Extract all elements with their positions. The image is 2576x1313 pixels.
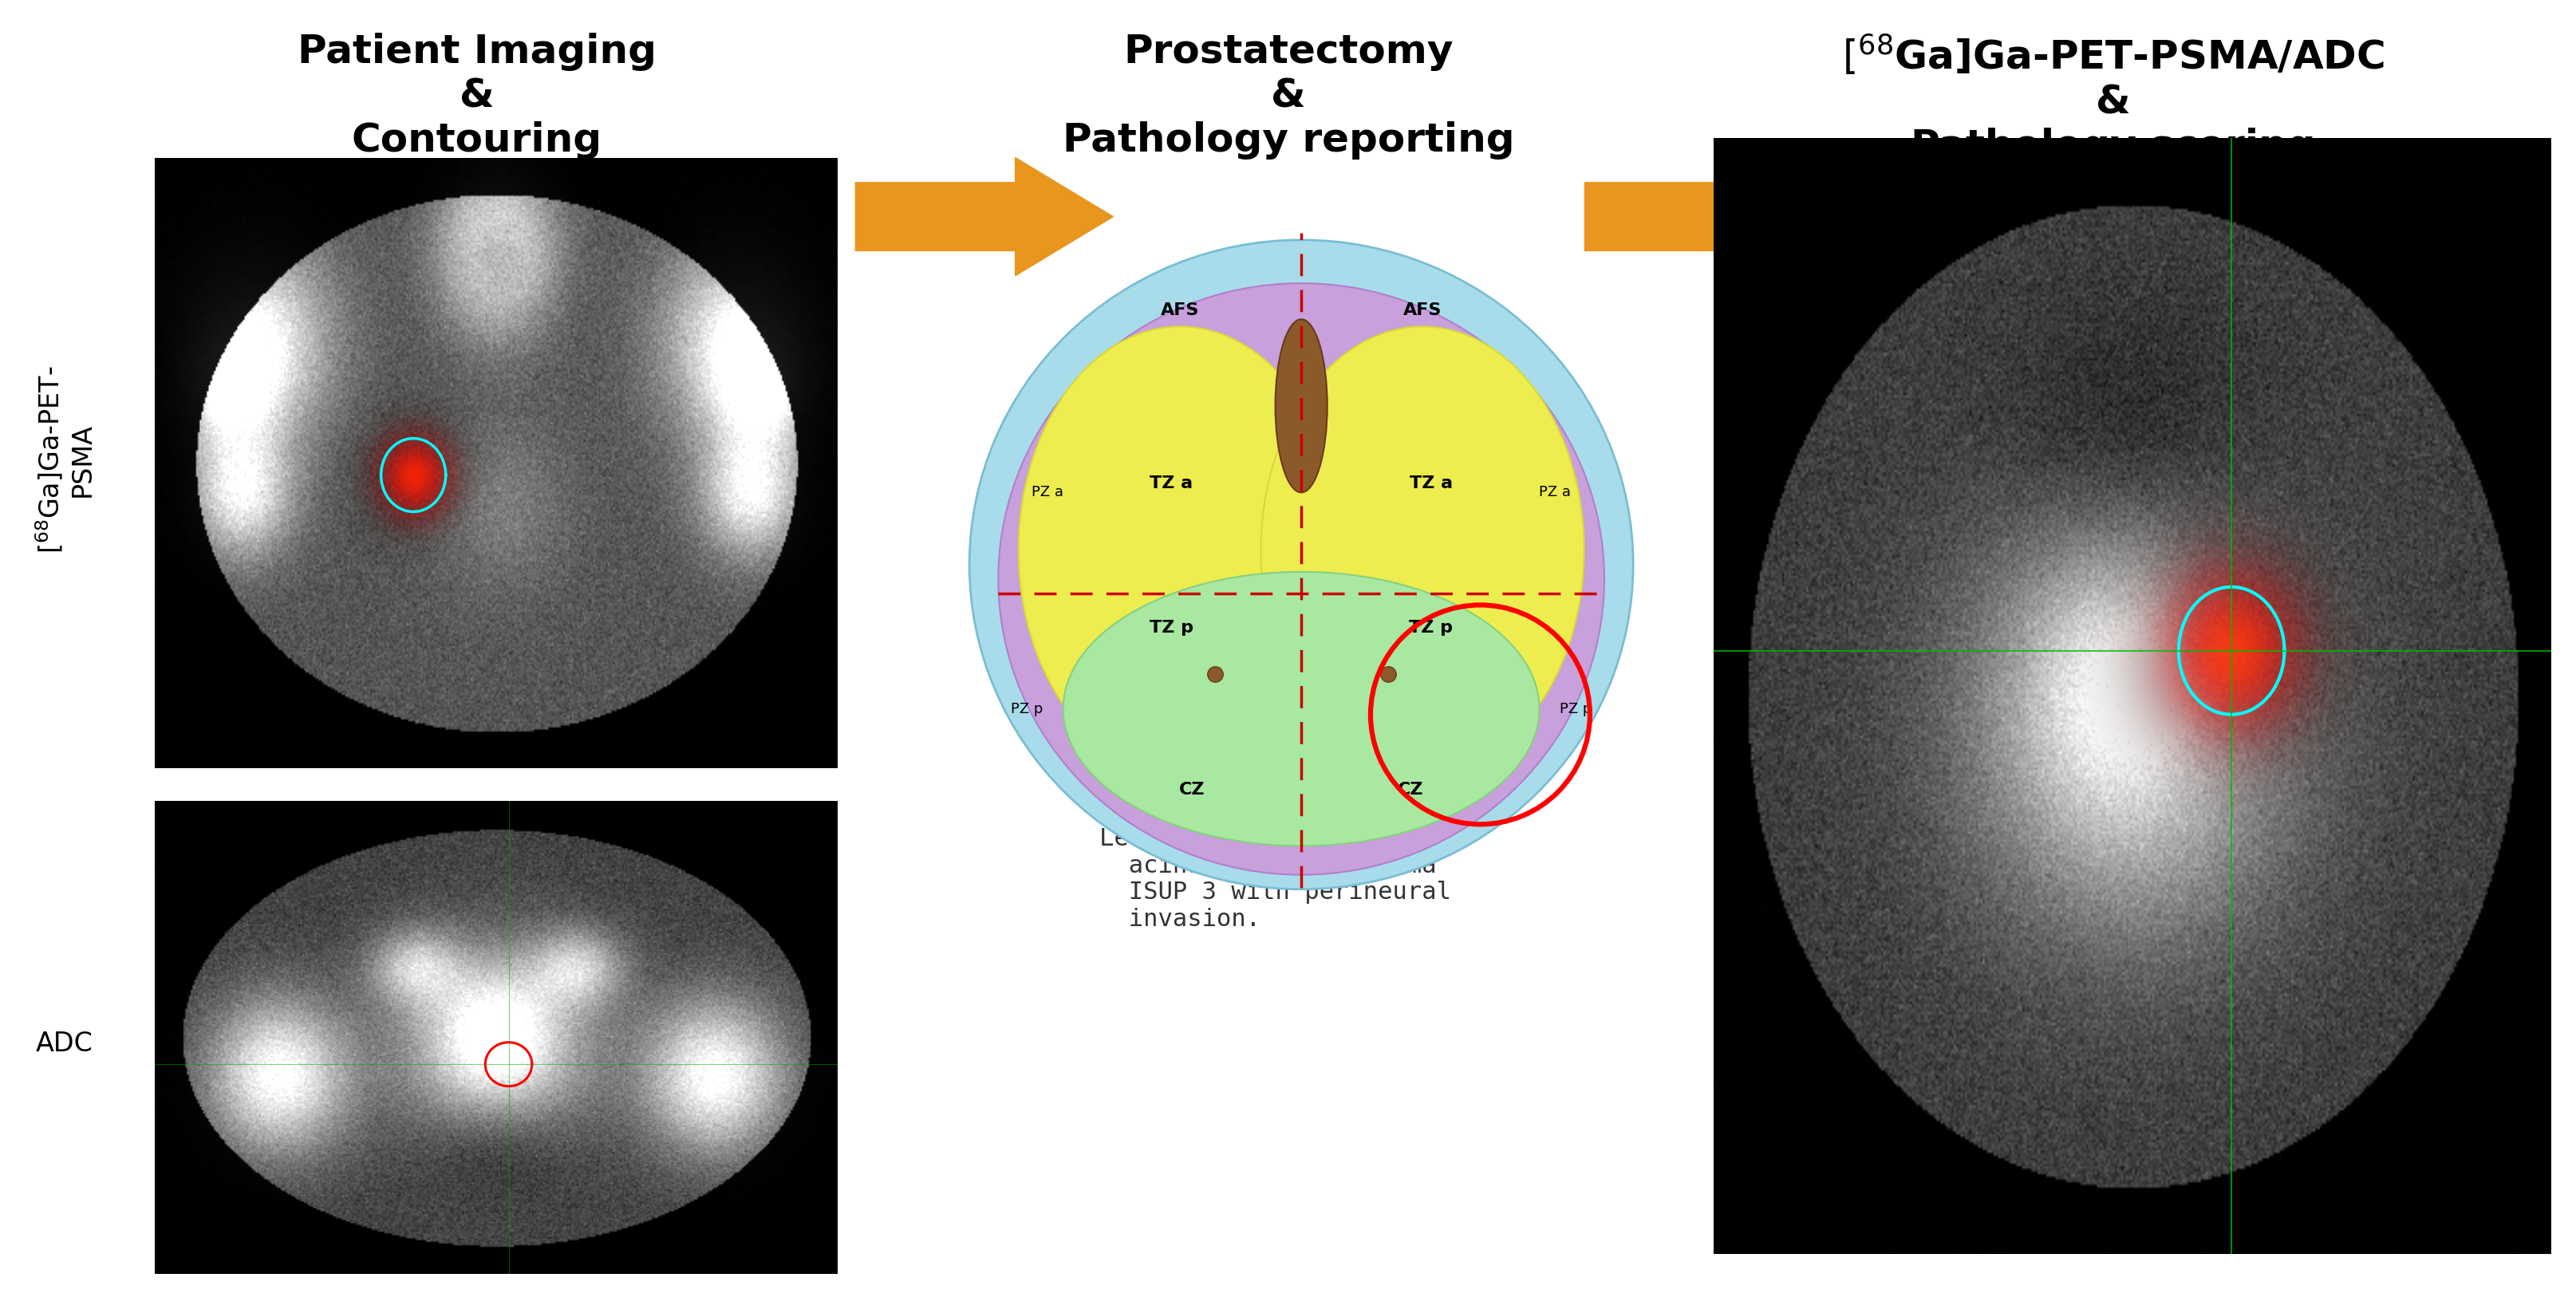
- Text: $[^{68}$Ga]Ga-PET-PSMA/ADC
&
Pathology scoring: $[^{68}$Ga]Ga-PET-PSMA/ADC & Pathology s…: [1842, 33, 2383, 167]
- Text: Patient Imaging
&
Contouring: Patient Imaging & Contouring: [296, 33, 657, 160]
- Ellipse shape: [1064, 571, 1538, 846]
- FancyArrow shape: [1584, 158, 1842, 276]
- Text: Prostatectomy
&
Pathology reporting: Prostatectomy & Pathology reporting: [1061, 33, 1515, 160]
- Ellipse shape: [969, 240, 1633, 889]
- Text: Left prostatic base with
  acinar adenocarcinoma
  ISUP 3 with perineural
  inva: Left prostatic base with acinar adenocar…: [1100, 827, 1450, 931]
- Text: TZ a: TZ a: [1149, 475, 1193, 492]
- Text: ADC: ADC: [36, 1031, 93, 1057]
- FancyArrow shape: [855, 158, 1113, 276]
- Text: PZ a: PZ a: [1538, 486, 1571, 500]
- Ellipse shape: [1018, 327, 1342, 773]
- Text: TZ p: TZ p: [1409, 620, 1453, 635]
- Ellipse shape: [1260, 327, 1584, 773]
- Ellipse shape: [997, 284, 1605, 874]
- Text: CZ: CZ: [1177, 781, 1203, 798]
- Text: $[^{68}$Ga]Ga-PET-
PSMA: $[^{68}$Ga]Ga-PET- PSMA: [33, 365, 95, 554]
- Text: TZ p: TZ p: [1149, 620, 1193, 635]
- Text: PZ p: PZ p: [1558, 701, 1592, 716]
- Text: AFS: AFS: [1404, 303, 1443, 319]
- Text: Base: Base: [997, 868, 1043, 884]
- Text: PZ a: PZ a: [1030, 486, 1064, 500]
- Text: TZ a: TZ a: [1409, 475, 1453, 492]
- Text: AFS: AFS: [1159, 303, 1198, 319]
- Text: CZ: CZ: [1399, 781, 1425, 798]
- Text: PZ p: PZ p: [1010, 701, 1043, 716]
- Ellipse shape: [1275, 319, 1327, 492]
